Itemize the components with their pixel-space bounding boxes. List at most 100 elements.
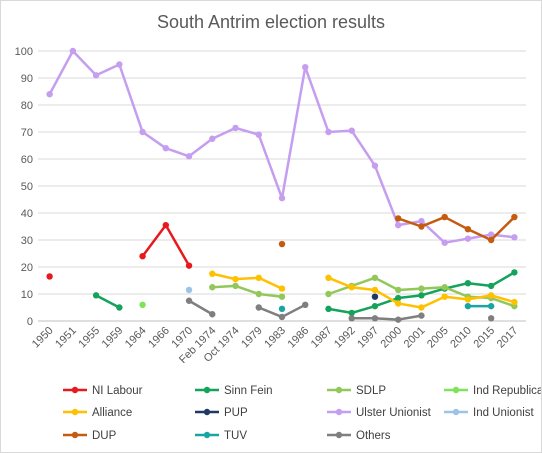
data-point — [278, 240, 286, 248]
legend-label: Ind Unionist — [473, 407, 535, 419]
data-point — [278, 313, 286, 321]
legend-label: NI Labour — [92, 385, 143, 397]
legend-swatch-marker — [203, 386, 211, 394]
data-point — [464, 296, 472, 303]
data-point — [394, 221, 402, 229]
data-point — [371, 315, 379, 322]
data-point — [232, 124, 239, 132]
data-point — [418, 304, 425, 311]
legend-swatch-marker — [335, 408, 343, 416]
data-point — [185, 297, 193, 304]
data-point — [418, 223, 425, 230]
legend: NI Labour Sinn Fein SDLP Ind Republican Alli… — [63, 385, 541, 442]
data-point — [302, 301, 309, 308]
x-tick-label: 1959 — [100, 325, 126, 351]
legend-item: Sinn Fein — [195, 385, 273, 397]
legend-label: SDLP — [356, 385, 386, 397]
data-point — [487, 315, 495, 322]
y-tick-label: 70 — [21, 127, 33, 139]
y-tick-label: 40 — [21, 208, 33, 220]
data-point — [441, 293, 448, 300]
data-point — [371, 293, 379, 300]
series-pup — [371, 293, 379, 300]
data-point — [278, 293, 286, 300]
legend-item: DUP — [63, 430, 117, 442]
data-point — [278, 285, 286, 292]
data-point — [487, 231, 495, 238]
x-tick-label: 1983 — [262, 325, 288, 351]
x-tick-label: 1964 — [123, 325, 149, 351]
data-point — [139, 253, 146, 260]
series-line — [211, 284, 284, 298]
legend-item: Alliance — [63, 407, 132, 419]
x-tick-label: 1992 — [332, 325, 358, 351]
data-point — [511, 298, 518, 306]
legend-item: Ind Republican — [444, 385, 541, 397]
series-line — [396, 215, 516, 242]
series-line — [211, 272, 284, 290]
x-tick-label: 2000 — [379, 325, 405, 351]
y-tick-label: 90 — [21, 73, 33, 85]
data-point — [511, 234, 518, 241]
series-dup — [278, 213, 518, 248]
data-point — [348, 127, 355, 134]
data-point — [255, 274, 262, 281]
data-point — [371, 162, 379, 169]
series-ulster-unionist — [46, 47, 518, 246]
data-point — [418, 217, 425, 225]
legend-swatch-marker — [203, 431, 211, 439]
data-point — [209, 284, 216, 291]
data-point — [69, 47, 77, 55]
data-point — [92, 72, 100, 79]
data-point — [348, 309, 355, 317]
data-point — [209, 311, 216, 318]
data-point — [116, 304, 123, 311]
series-ind-unionist — [185, 286, 193, 294]
data-point — [464, 235, 472, 242]
data-point — [255, 304, 262, 311]
x-tick-label: 2017 — [495, 325, 521, 351]
data-point — [139, 128, 146, 136]
y-tick-label: 10 — [21, 289, 33, 301]
data-point — [418, 285, 425, 292]
data-point — [325, 274, 332, 281]
legend-item: TUV — [195, 430, 247, 442]
data-point — [278, 305, 286, 313]
series-lines — [46, 47, 518, 323]
legend-swatch-marker — [452, 386, 460, 394]
gridlines — [38, 50, 526, 295]
data-point — [325, 290, 332, 298]
series-sinn-fein — [92, 269, 518, 317]
data-point — [185, 153, 193, 160]
x-tick-label: 1987 — [309, 325, 335, 351]
chart-title: South Antrim election results — [157, 12, 385, 32]
legend-label: Others — [356, 430, 391, 442]
data-point — [185, 286, 193, 294]
data-point — [232, 275, 239, 283]
data-point — [511, 269, 518, 276]
data-point — [325, 305, 332, 313]
y-tick-label: 60 — [21, 154, 33, 166]
x-tick-label: 1986 — [286, 325, 312, 351]
y-tick-label: 20 — [21, 262, 33, 274]
data-point — [255, 290, 262, 298]
data-point — [394, 300, 402, 307]
data-point — [487, 282, 495, 290]
data-point — [278, 194, 286, 202]
series-alliance — [209, 270, 518, 311]
series-line — [94, 294, 121, 309]
data-point — [464, 302, 472, 310]
data-point — [511, 213, 518, 221]
data-point — [441, 213, 448, 221]
series-line — [350, 314, 423, 321]
data-point — [371, 274, 379, 281]
data-point — [46, 273, 53, 280]
x-tick-label: 1966 — [146, 325, 172, 351]
data-point — [371, 286, 379, 294]
data-point — [325, 128, 332, 136]
data-point — [441, 284, 448, 291]
data-point — [139, 301, 146, 308]
x-tick-label: 2005 — [425, 325, 451, 351]
